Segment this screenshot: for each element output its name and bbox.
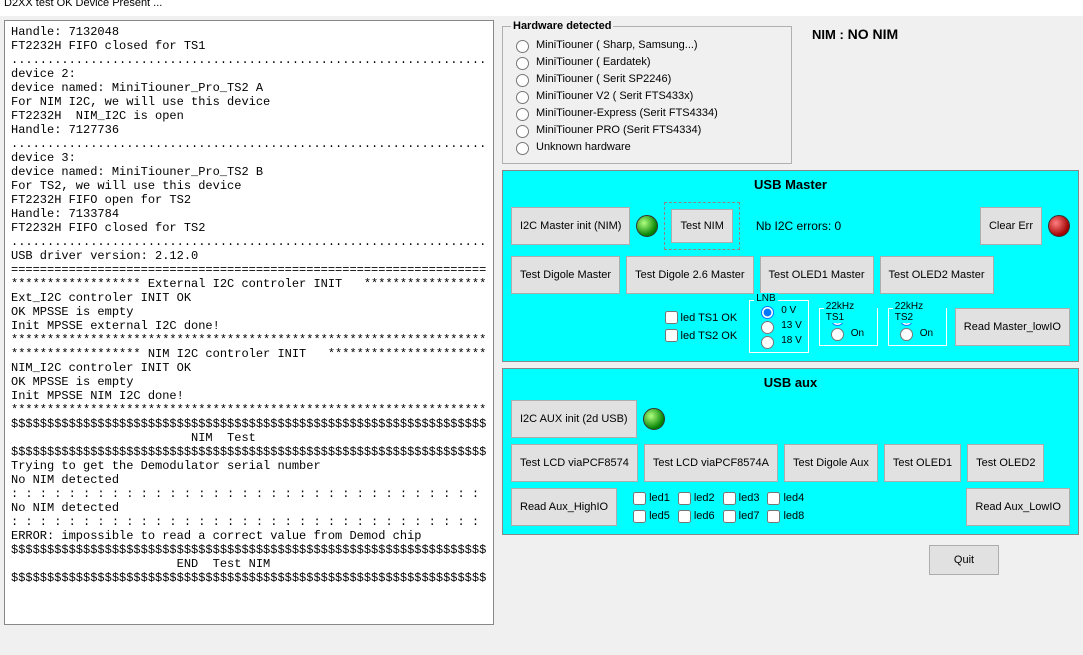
khz-ts1-on[interactable]: On — [826, 326, 871, 341]
hardware-detected-group: Hardware detected MiniTiouner ( Sharp, S… — [502, 20, 792, 164]
test-lcd-pcf8574-button[interactable]: Test LCD viaPCF8574 — [511, 444, 638, 482]
clear-err-button[interactable]: Clear Err — [980, 207, 1042, 245]
led-ts1-check[interactable]: led TS1 OK — [665, 309, 738, 327]
usb-master-title: USB Master — [511, 177, 1070, 196]
test-oled2-button[interactable]: Test OLED2 — [967, 444, 1044, 482]
ts-leds: led TS1 OK led TS2 OK — [665, 309, 738, 345]
test-nim-button[interactable]: Test NIM — [671, 209, 732, 243]
log-output[interactable]: Handle: 7132048 FT2232H FIFO closed for … — [4, 20, 494, 625]
nim-status: NIM : NO NIM — [802, 20, 898, 164]
master-status-led — [636, 215, 658, 237]
usb-aux-title: USB aux — [511, 375, 1070, 394]
test-digole-aux-button[interactable]: Test Digole Aux — [784, 444, 878, 482]
test-digole-master-button[interactable]: Test Digole Master — [511, 256, 620, 294]
led1-check[interactable]: led1 — [633, 489, 670, 507]
quit-button[interactable]: Quit — [929, 545, 999, 575]
right-panel: Hardware detected MiniTiouner ( Sharp, S… — [502, 20, 1079, 625]
window-title: D2XX test OK Device Present ... — [4, 0, 162, 9]
hw-option-2[interactable]: MiniTiouner ( Serit SP2246) — [511, 70, 783, 87]
read-aux-highio-button[interactable]: Read Aux_HighIO — [511, 488, 617, 526]
hw-option-4[interactable]: MiniTiouner-Express (Serit FTS4334) — [511, 104, 783, 121]
error-led — [1048, 215, 1070, 237]
aux-led-grid: led1 led2 led3 led4 led5 led6 led7 led8 — [633, 489, 804, 525]
test-oled1-master-button[interactable]: Test OLED1 Master — [760, 256, 874, 294]
quit-row: Quit — [502, 535, 1079, 575]
lnb-18v[interactable]: 18 V — [756, 333, 802, 348]
usb-aux-panel: USB aux I2C AUX init (2d USB) Test LCD v… — [502, 368, 1079, 535]
test-oled2-master-button[interactable]: Test OLED2 Master — [880, 256, 994, 294]
lnb-13v[interactable]: 13 V — [756, 318, 802, 333]
nim-value: NO NIM — [848, 26, 899, 42]
test-nim-box: Test NIM — [664, 202, 739, 250]
hw-option-5[interactable]: MiniTiouner PRO (Serit FTS4334) — [511, 121, 783, 138]
main-content: Handle: 7132048 FT2232H FIFO closed for … — [0, 16, 1083, 629]
led2-check[interactable]: led2 — [678, 489, 715, 507]
aux-status-led — [643, 408, 665, 430]
led-ts2-check[interactable]: led TS2 OK — [665, 327, 738, 345]
i2c-errors-label: Nb I2C errors: 0 — [756, 219, 841, 233]
led8-check[interactable]: led8 — [767, 507, 804, 525]
read-aux-lowio-button[interactable]: Read Aux_LowIO — [966, 488, 1070, 526]
led6-check[interactable]: led6 — [678, 507, 715, 525]
lnb-0v[interactable]: 0 V — [756, 303, 802, 318]
i2c-aux-init-button[interactable]: I2C AUX init (2d USB) — [511, 400, 637, 438]
test-digole-26-master-button[interactable]: Test Digole 2.6 Master — [626, 256, 753, 294]
led4-check[interactable]: led4 — [767, 489, 804, 507]
khz-ts1-group: 22kHz TS1 OFF On — [819, 308, 878, 346]
khz-ts2-group: 22kHz TS2 OFF On — [888, 308, 947, 346]
hw-option-1[interactable]: MiniTiouner ( Eardatek) — [511, 53, 783, 70]
hw-option-0[interactable]: MiniTiouner ( Sharp, Samsung...) — [511, 36, 783, 53]
usb-master-panel: USB Master I2C Master init (NIM) Test NI… — [502, 170, 1079, 362]
i2c-master-init-button[interactable]: I2C Master init (NIM) — [511, 207, 630, 245]
led7-check[interactable]: led7 — [723, 507, 760, 525]
lnb-group: LNB 0 V 13 V 18 V — [749, 300, 809, 353]
hw-option-6[interactable]: Unknown hardware — [511, 138, 783, 155]
khz-ts2-on[interactable]: On — [895, 326, 940, 341]
hw-option-3[interactable]: MiniTiouner V2 ( Serit FTS433x) — [511, 87, 783, 104]
led3-check[interactable]: led3 — [723, 489, 760, 507]
test-oled1-button[interactable]: Test OLED1 — [884, 444, 961, 482]
test-lcd-pcf8574a-button[interactable]: Test LCD viaPCF8574A — [644, 444, 778, 482]
nim-label: NIM : — [812, 27, 844, 42]
led5-check[interactable]: led5 — [633, 507, 670, 525]
window-title-bar: D2XX test OK Device Present ... — [0, 0, 1083, 16]
read-master-lowio-button[interactable]: Read Master_lowIO — [955, 308, 1070, 346]
top-right-row: Hardware detected MiniTiouner ( Sharp, S… — [502, 20, 1079, 164]
hardware-legend: Hardware detected — [511, 20, 613, 32]
